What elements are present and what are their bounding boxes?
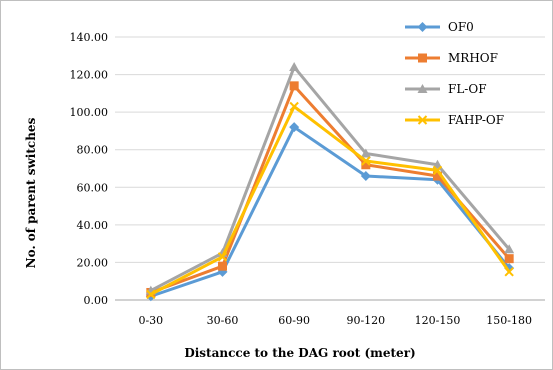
y-tick-label: 140.00	[70, 31, 109, 44]
data-point	[504, 254, 514, 264]
data-point	[289, 62, 300, 72]
data-point	[361, 156, 371, 166]
data-point	[360, 171, 371, 182]
y-tick-label: 80.00	[77, 144, 109, 157]
y-axis-title: No. of parent switches	[24, 117, 38, 268]
legend-label: OF0	[448, 20, 474, 34]
data-point	[360, 148, 371, 158]
y-tick-label: 0.00	[84, 294, 109, 307]
legend-item: MRHOF	[405, 51, 498, 65]
series-fl-of	[145, 62, 515, 295]
x-tick-label: 30-60	[207, 314, 239, 327]
data-point	[289, 122, 300, 133]
x-tick-label: 90-120	[346, 314, 385, 327]
x-tick-label: 0-30	[138, 314, 163, 327]
data-point	[289, 81, 299, 91]
data-point	[432, 165, 443, 176]
data-point	[146, 289, 156, 300]
legend-item: FL-OF	[405, 82, 487, 96]
x-tick-label: 150-180	[486, 314, 532, 327]
legend-marker	[417, 84, 428, 93]
x-axis-title: Distancce to the DAG root (meter)	[184, 346, 415, 360]
y-tick-label: 40.00	[77, 219, 109, 232]
data-point	[504, 244, 515, 254]
y-tick-label: 20.00	[77, 256, 109, 269]
data-point	[433, 171, 442, 181]
legend-marker	[417, 22, 428, 32]
data-point	[217, 252, 228, 262]
series-layer	[145, 62, 515, 302]
data-point	[218, 261, 227, 271]
x-tick-label: 60-90	[278, 314, 310, 327]
legend-item: FAHP-OF	[405, 113, 504, 127]
legend: OF0 MRHOF FL-OF FAHP-OF	[405, 20, 504, 127]
y-tick-label: 100.00	[70, 106, 109, 119]
legend-label: FL-OF	[448, 82, 487, 96]
legend-marker	[418, 53, 427, 63]
series-line	[150, 65, 511, 292]
y-tick-labels: 0.00 20.00 40.00 60.00 80.00 100.00 120.00 140.…	[70, 31, 109, 307]
data-point	[504, 267, 514, 277]
series-line	[150, 105, 511, 296]
y-tick-label: 60.00	[77, 181, 109, 194]
legend-item: OF0	[405, 20, 474, 34]
legend-label: MRHOF	[448, 51, 498, 65]
x-tick-labels: 0-30 30-60 60-90 90-120 120-150 150-180	[138, 314, 532, 327]
series-line	[150, 125, 511, 298]
x-tick-label: 120-150	[415, 314, 461, 327]
series-fahp-of	[146, 101, 514, 300]
grid	[115, 36, 545, 301]
y-tick-label: 120.00	[70, 69, 109, 82]
legend-label: FAHP-OF	[448, 113, 504, 127]
data-point	[289, 101, 299, 112]
data-point	[361, 160, 371, 170]
legend-marker	[417, 115, 428, 125]
